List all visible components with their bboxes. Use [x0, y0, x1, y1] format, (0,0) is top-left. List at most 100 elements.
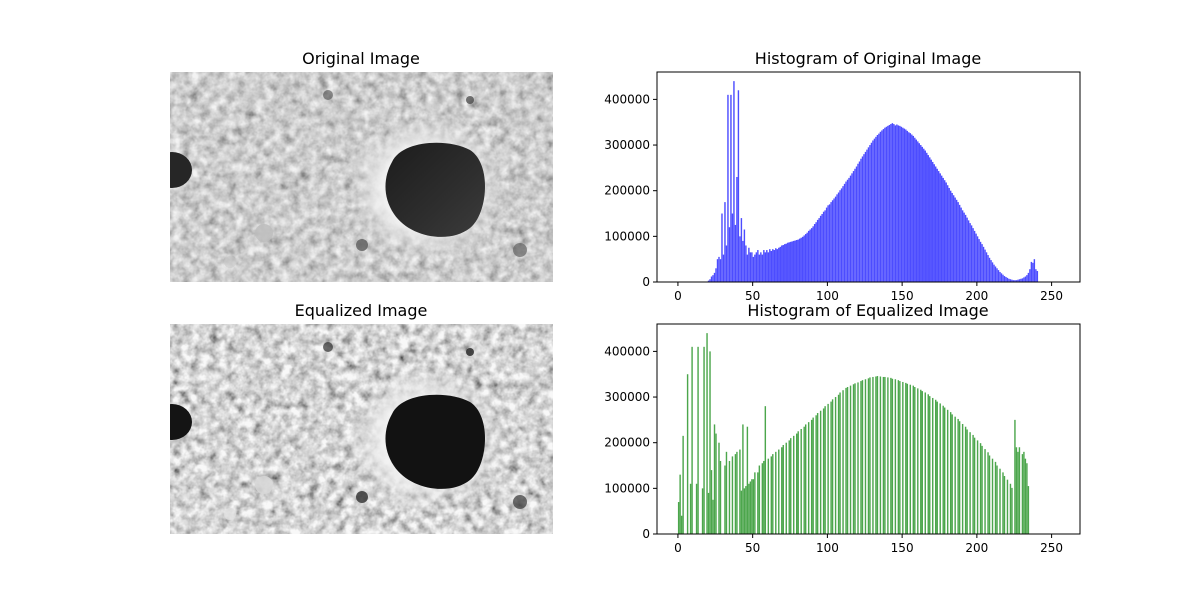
histogram-bar	[810, 419, 813, 534]
histogram-bar	[718, 442, 720, 534]
histogram-bar	[946, 409, 949, 534]
histogram-bar	[902, 381, 904, 534]
histogram-bar	[994, 266, 997, 282]
histogram-bar	[745, 486, 747, 534]
histogram-bar	[938, 171, 940, 282]
histogram-bar	[790, 241, 792, 282]
histogram-bar	[680, 515, 683, 534]
histogram-bar	[770, 456, 773, 534]
histogram-bar	[896, 124, 898, 282]
histogram-bar	[860, 158, 862, 282]
histogram-bar	[796, 240, 798, 282]
histogram-bar	[846, 387, 849, 534]
y-tick-label: 400000	[604, 344, 650, 358]
histogram-bar	[799, 238, 801, 282]
histogram-bar	[1036, 271, 1039, 282]
histogram-bar	[929, 396, 931, 534]
histogram-bar	[766, 250, 768, 282]
histogram-bar	[932, 397, 934, 534]
histogram-bar	[987, 452, 989, 534]
histogram-bar	[1024, 458, 1027, 534]
histogram-bar	[772, 249, 774, 282]
histogram-bar	[909, 133, 912, 282]
original-histogram-panel: Histogram of Original Image 0 50 100 150 200…	[604, 49, 1081, 303]
histogram-bar	[703, 346, 705, 534]
histogram-bar	[954, 197, 956, 282]
histogram-bar	[914, 137, 916, 282]
histogram-bar	[872, 140, 874, 282]
histogram-bar	[899, 125, 901, 283]
histogram-bar	[728, 227, 731, 282]
histogram-bar	[816, 413, 819, 534]
histogram-bar	[958, 204, 961, 282]
histogram-bar	[1011, 487, 1013, 534]
histogram-bar	[912, 135, 915, 282]
histogram-bar	[912, 385, 915, 534]
histogram-bar	[869, 377, 871, 534]
histogram-bar	[785, 442, 787, 534]
histogram-bar	[897, 125, 900, 282]
histogram-bar	[876, 135, 879, 282]
histogram-bar	[1000, 273, 1003, 282]
histogram-bar	[713, 272, 716, 282]
histogram-bar	[761, 254, 764, 282]
histogram-bar	[908, 132, 910, 282]
histogram-bar	[887, 125, 889, 283]
histogram-bar	[1011, 279, 1013, 282]
x-tick-label: 150	[891, 541, 914, 555]
histogram-bar	[833, 198, 835, 282]
x-tick-label: 0	[674, 289, 682, 303]
histogram-bar	[879, 376, 882, 534]
histogram-bar	[936, 168, 938, 282]
histogram-bar	[888, 124, 891, 283]
y-tick-label: 400000	[604, 92, 650, 106]
histogram-bar	[736, 451, 738, 534]
histogram-bar	[943, 180, 946, 282]
histogram-bar	[964, 426, 967, 534]
histogram-bar	[849, 175, 852, 282]
histogram-bar	[752, 256, 755, 282]
histogram-bar	[791, 241, 793, 282]
histogram-bar	[812, 226, 814, 282]
histogram-bar	[778, 247, 780, 282]
histogram-bar	[775, 451, 777, 534]
y-tick-label: 100000	[604, 229, 650, 243]
histogram-bar	[958, 421, 961, 534]
histogram-bar	[854, 168, 856, 282]
x-tick-label: 100	[816, 541, 839, 555]
histogram-bar	[948, 187, 950, 282]
histogram-bar	[858, 161, 861, 282]
histogram-bar	[752, 479, 755, 534]
histogram-bar	[1024, 276, 1027, 282]
histogram-bar	[840, 188, 843, 282]
histogram-bar	[719, 460, 722, 534]
histogram-bar	[964, 214, 967, 282]
histogram-bar	[748, 247, 750, 282]
histogram-bar	[815, 415, 817, 534]
histogram-bar	[803, 426, 805, 534]
histogram-bar	[926, 152, 928, 282]
histogram-bar	[866, 149, 868, 282]
histogram-bar	[776, 249, 778, 282]
histogram-bar	[722, 254, 725, 282]
histogram-bar	[784, 244, 786, 282]
histogram-bar	[1021, 278, 1024, 282]
histogram-bar	[909, 384, 912, 534]
histogram-bar	[887, 377, 889, 534]
histogram-bar	[709, 279, 711, 282]
histogram-bar	[966, 217, 968, 282]
histogram-bar	[1014, 280, 1016, 282]
histogram-bar	[715, 268, 717, 282]
histogram-bar	[806, 232, 808, 282]
histogram-bar	[712, 499, 714, 534]
equalized-moon-image	[170, 324, 553, 534]
histogram-bar	[1003, 276, 1006, 282]
histogram-bar	[987, 255, 989, 282]
equalized-crater-floor	[385, 394, 486, 489]
histogram-bar	[899, 381, 901, 534]
histogram-bar	[864, 151, 867, 282]
histogram-bar	[760, 252, 762, 282]
y-tick-label: 200000	[604, 184, 650, 198]
histogram-bar	[677, 502, 680, 534]
histogram-bar	[1002, 274, 1004, 282]
